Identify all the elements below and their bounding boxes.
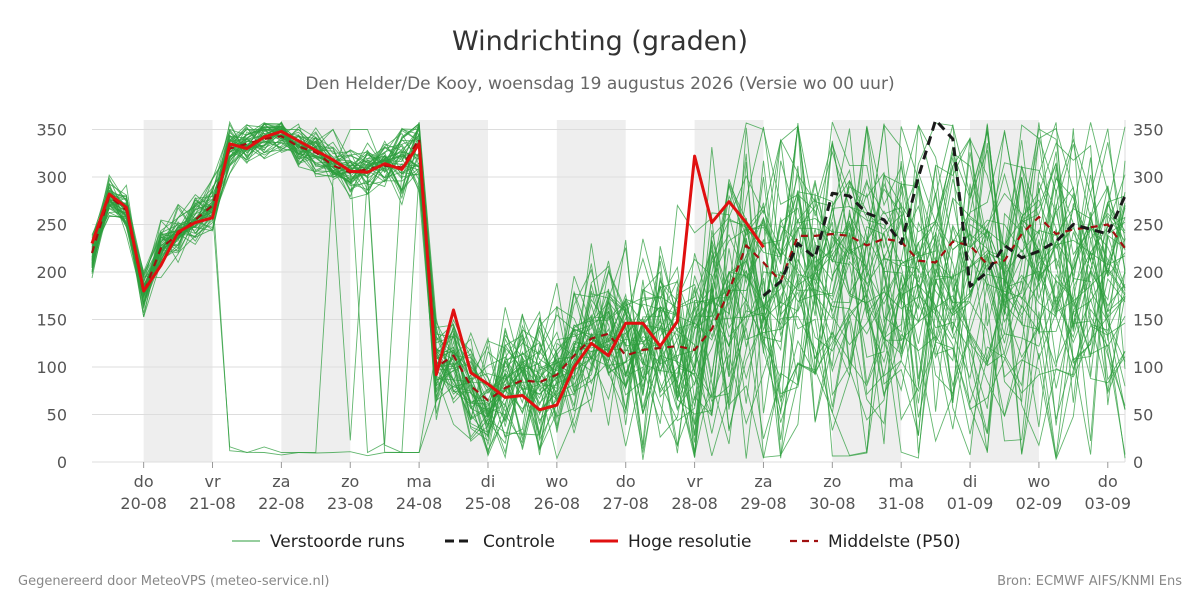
ensemble-member-48 <box>91 125 1126 413</box>
ensemble-member-36 <box>91 127 1126 417</box>
ensemble-member-46 <box>91 127 1126 455</box>
y-tick-right-250: 250 <box>1133 216 1164 235</box>
chart-title: Windrichting (graden) <box>452 26 748 57</box>
x-tick-day-1: vr <box>204 472 220 491</box>
y-tick-right-100: 100 <box>1133 358 1164 377</box>
ensemble-member-49 <box>91 132 1126 457</box>
x-tick-day-13: wo <box>1027 472 1050 491</box>
x-tick-day-3: zo <box>341 472 359 491</box>
y-tick-left-300: 300 <box>36 168 67 187</box>
ensemble-member-26 <box>91 133 1126 458</box>
ensemble-member-47 <box>91 122 1126 459</box>
main-series <box>90 118 1127 412</box>
footer-generator: Gegenereerd door MeteoVPS (meteo-service… <box>18 574 329 589</box>
x-tick-day-2: za <box>272 472 290 491</box>
legend-label-ensemble: Verstoorde runs <box>270 532 405 552</box>
ensemble-member-43 <box>91 122 1126 460</box>
x-tick-day-11: ma <box>888 472 913 491</box>
x-tick-date-11: 31-08 <box>878 494 925 513</box>
x-tick-date-8: 28-08 <box>671 494 718 513</box>
x-tick-date-12: 01-09 <box>947 494 994 513</box>
x-tick-day-0: do <box>134 472 154 491</box>
y-axis-right: 0 50 100 150 200 250 300 350 <box>1133 121 1164 473</box>
y-tick-right-0: 0 <box>1133 453 1143 472</box>
y-tick-right-350: 350 <box>1133 121 1164 140</box>
x-tick-day-8: vr <box>687 472 703 491</box>
ensemble-member-45 <box>91 128 1126 453</box>
night-band-0 <box>143 120 213 462</box>
grid-lines <box>92 120 1126 463</box>
x-tick-date-1: 21-08 <box>189 494 236 513</box>
legend-label-control: Controle <box>483 532 555 552</box>
y-tick-left-50: 50 <box>47 406 67 425</box>
y-tick-left-250: 250 <box>36 216 67 235</box>
series-line-high_res <box>90 129 765 412</box>
x-tick-day-5: di <box>481 472 496 491</box>
x-tick-date-2: 22-08 <box>258 494 305 513</box>
y-tick-left-350: 350 <box>36 121 67 140</box>
y-tick-right-300: 300 <box>1133 168 1164 187</box>
x-tick-date-9: 29-08 <box>740 494 787 513</box>
ensemble-member-39 <box>91 123 1126 426</box>
y-tick-right-200: 200 <box>1133 263 1164 282</box>
x-tick-day-4: ma <box>406 472 431 491</box>
x-tick-day-14: do <box>1098 472 1118 491</box>
ensemble-member-33 <box>91 121 1126 455</box>
footer-source: Bron: ECMWF AIFS/KNMI Ens <box>997 574 1182 589</box>
x-tick-day-9: za <box>754 472 772 491</box>
y-tick-left-200: 200 <box>36 263 67 282</box>
x-tick-date-5: 25-08 <box>465 494 512 513</box>
x-tick-date-0: 20-08 <box>120 494 167 513</box>
ensemble-member-11 <box>91 181 1126 457</box>
chart-subtitle: Den Helder/De Kooy, woensdag 19 augustus… <box>305 74 894 94</box>
x-tick-date-13: 02-09 <box>1016 494 1063 513</box>
x-tick-date-7: 27-08 <box>602 494 649 513</box>
x-tick-day-10: zo <box>823 472 841 491</box>
y-tick-left-100: 100 <box>36 358 67 377</box>
ensemble-member-41 <box>91 121 1126 456</box>
x-tick-date-4: 24-08 <box>396 494 443 513</box>
series-line-median <box>90 135 1126 402</box>
x-tick-date-14: 03-09 <box>1085 494 1132 513</box>
ensemble-member-42 <box>91 126 1126 436</box>
legend: Verstoorde runs Controle Hoge resolutie Mid… <box>232 532 961 552</box>
x-tick-day-6: wo <box>545 472 568 491</box>
legend-label-high_res: Hoge resolutie <box>628 532 752 552</box>
x-tick-date-6: 26-08 <box>534 494 581 513</box>
x-tick-day-7: do <box>616 472 636 491</box>
ensemble-member-17 <box>91 126 1126 445</box>
y-axis-left: 0 50 100 150 200 250 300 350 <box>36 121 67 473</box>
x-tick-date-3: 23-08 <box>327 494 374 513</box>
legend-label-median: Middelste (P50) <box>828 532 961 552</box>
y-tick-right-50: 50 <box>1133 406 1153 425</box>
y-tick-left-0: 0 <box>57 453 67 472</box>
x-axis: do 20-08 vr 21-08 za 22-08 zo 23-08 ma 24-08 di 25-… <box>120 462 1131 513</box>
ensemble-lines <box>91 120 1126 461</box>
y-tick-left-150: 150 <box>36 311 67 330</box>
x-tick-day-12: di <box>963 472 978 491</box>
series-line-control <box>762 118 1127 297</box>
x-tick-date-10: 30-08 <box>809 494 856 513</box>
ensemble-member-44 <box>91 122 1126 457</box>
y-tick-right-150: 150 <box>1133 311 1164 330</box>
ensemble-member-25 <box>91 125 1126 456</box>
